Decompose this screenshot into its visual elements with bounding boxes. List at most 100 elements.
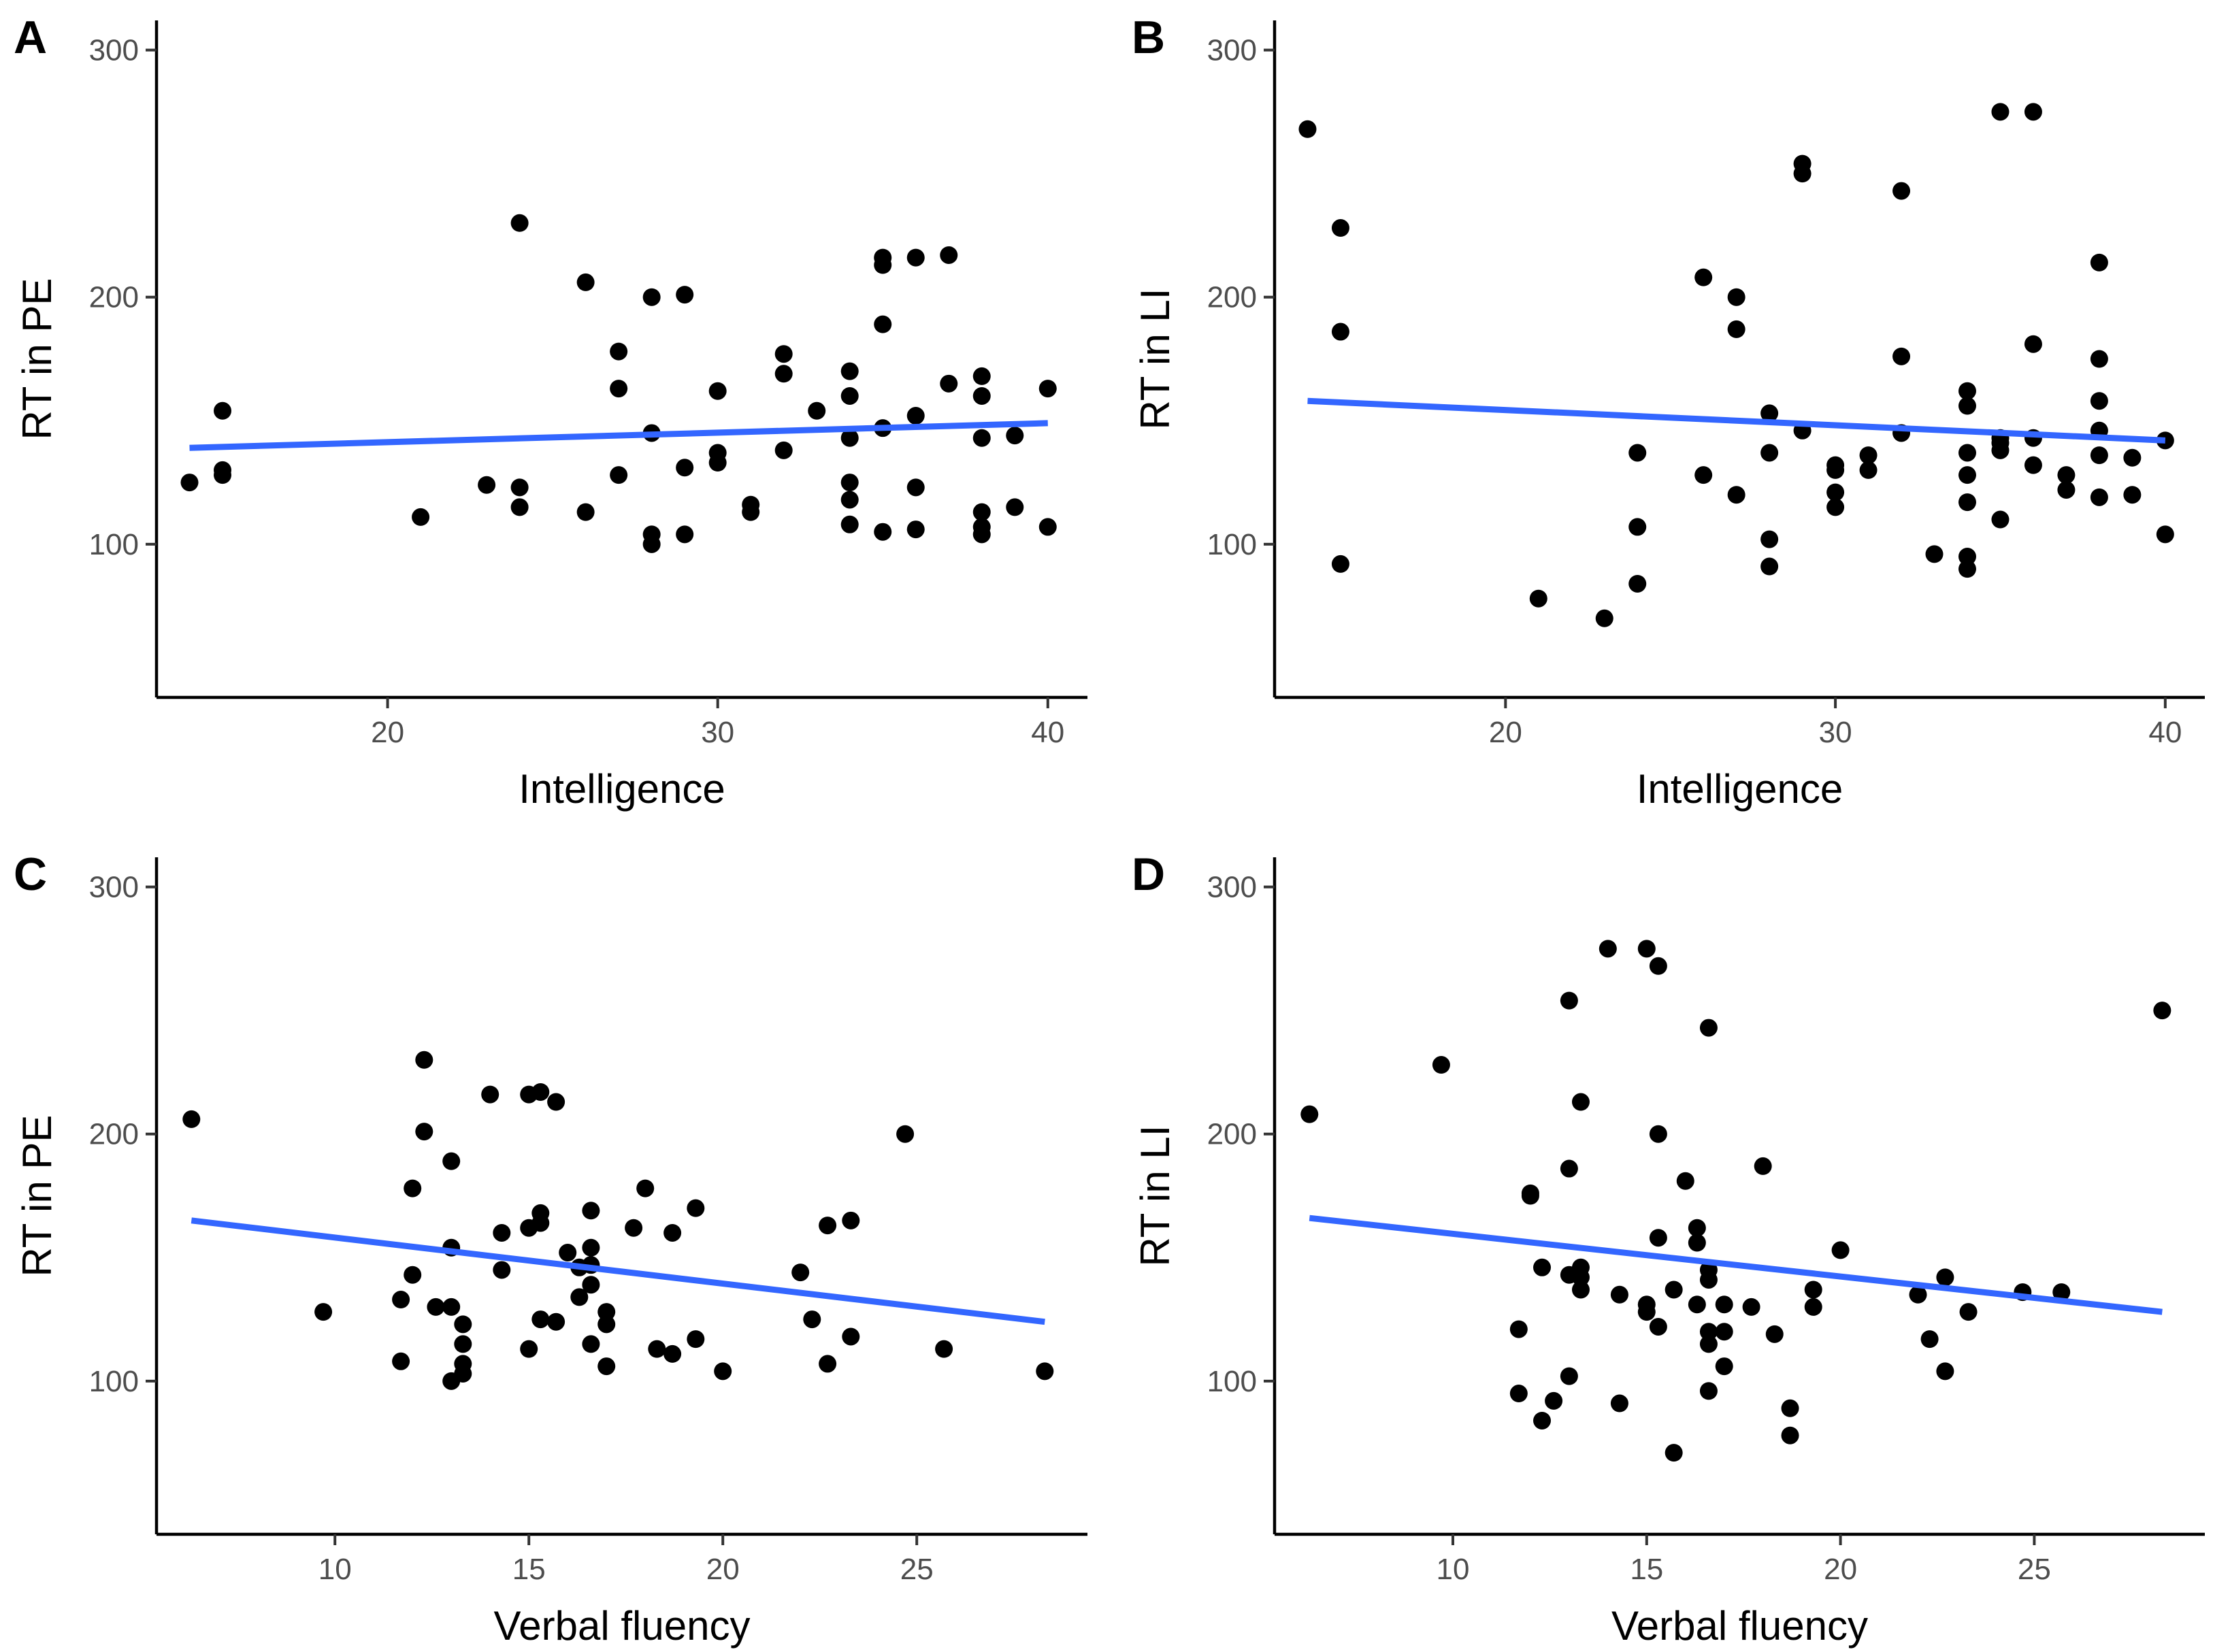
- y-tick-label: 100: [89, 528, 139, 561]
- data-point: [1760, 444, 1779, 462]
- data-point: [840, 491, 859, 509]
- data-point: [1958, 548, 1976, 566]
- data-point: [972, 386, 991, 405]
- data-point: [2024, 103, 2042, 121]
- data-point: [1831, 1241, 1850, 1259]
- data-point: [676, 525, 694, 544]
- data-point: [415, 1123, 433, 1141]
- data-point: [510, 214, 529, 232]
- panel-letter: C: [14, 848, 47, 900]
- data-point: [2090, 253, 2108, 271]
- data-point: [576, 503, 595, 521]
- data-point: [1804, 1298, 1822, 1316]
- data-point: [559, 1244, 577, 1262]
- data-point: [2090, 392, 2108, 410]
- data-point: [1432, 1056, 1450, 1074]
- data-point: [1727, 320, 1745, 338]
- data-point: [1958, 466, 1976, 484]
- data-point: [392, 1352, 410, 1370]
- data-point: [214, 466, 232, 484]
- data-point: [1699, 1335, 1718, 1353]
- data-point: [1765, 1325, 1784, 1343]
- data-point: [1533, 1411, 1552, 1430]
- data-point: [510, 478, 529, 497]
- data-point: [972, 525, 991, 544]
- data-point: [1804, 1281, 1822, 1299]
- data-point: [442, 1152, 461, 1170]
- data-point: [663, 1223, 682, 1242]
- data-point: [687, 1330, 705, 1349]
- data-point: [1006, 427, 1024, 445]
- panel-letter: D: [1132, 848, 1165, 900]
- data-point: [1958, 397, 1976, 415]
- y-tick-label: 200: [89, 1118, 139, 1151]
- data-point: [1628, 518, 1647, 536]
- data-point: [1665, 1444, 1683, 1462]
- panel-letter: B: [1132, 12, 1165, 63]
- regression-line: [1307, 397, 2166, 444]
- panel-letter: A: [14, 12, 47, 63]
- data-point: [1859, 461, 1878, 479]
- data-point: [442, 1298, 461, 1316]
- data-point: [1509, 1320, 1528, 1338]
- y-tick-label: 300: [89, 871, 139, 904]
- data-point: [2090, 446, 2108, 465]
- x-tick-label: 20: [706, 1553, 740, 1586]
- data-point: [1694, 466, 1713, 484]
- data-point: [1628, 574, 1647, 593]
- data-point: [906, 478, 925, 497]
- data-point: [1649, 1125, 1667, 1143]
- data-point: [940, 246, 958, 264]
- data-point: [520, 1340, 538, 1358]
- data-point: [642, 288, 661, 306]
- panel-d: D 100 200 300 10 15 20 25 Verbal fluency RT in LI: [1132, 848, 2205, 1649]
- data-point: [791, 1263, 810, 1282]
- data-point: [2024, 456, 2042, 474]
- data-point: [1649, 957, 1667, 975]
- y-tick-label: 100: [1207, 528, 1257, 561]
- data-point: [493, 1223, 511, 1242]
- y-tick-label: 100: [89, 1365, 139, 1398]
- x-axis-title: Verbal fluency: [1611, 1603, 1868, 1649]
- data-point: [840, 429, 859, 447]
- data-point: [1036, 1362, 1054, 1381]
- data-point: [182, 1110, 201, 1128]
- data-point: [1331, 219, 1349, 237]
- data-point: [2123, 486, 2142, 504]
- data-point: [1533, 1258, 1552, 1276]
- data-point: [1760, 404, 1779, 423]
- data-point: [531, 1214, 550, 1232]
- data-point: [2123, 448, 2142, 467]
- data-point: [1699, 1019, 1718, 1037]
- data-point: [1959, 1303, 1978, 1321]
- data-point: [1521, 1187, 1539, 1205]
- data-point: [1595, 609, 1613, 627]
- data-point: [2090, 488, 2108, 506]
- data-point: [454, 1364, 472, 1383]
- data-point: [935, 1340, 953, 1358]
- panel-b: B 100 200 300 20 30 40 Intelligence RT in LI: [1132, 12, 2205, 812]
- data-point: [840, 474, 859, 492]
- data-point: [1571, 1281, 1590, 1299]
- data-point: [1509, 1385, 1528, 1403]
- data-point: [547, 1093, 565, 1111]
- data-point: [531, 1083, 550, 1101]
- data-point: [1637, 1303, 1656, 1321]
- data-point: [2052, 1283, 2071, 1302]
- data-point: [896, 1125, 915, 1143]
- data-point: [819, 1355, 837, 1373]
- data-point: [1793, 165, 1812, 183]
- data-point: [972, 429, 991, 447]
- data-point: [1925, 545, 1944, 563]
- data-point: [1727, 288, 1745, 306]
- data-point: [708, 382, 727, 400]
- data-point: [676, 459, 694, 477]
- data-point: [214, 401, 232, 420]
- x-tick-label: 15: [1630, 1553, 1663, 1586]
- data-point: [1688, 1234, 1706, 1252]
- x-tick-label: 10: [318, 1553, 352, 1586]
- x-axis-title: Intelligence: [1637, 766, 1843, 812]
- data-point: [493, 1261, 511, 1279]
- data-point: [742, 503, 760, 521]
